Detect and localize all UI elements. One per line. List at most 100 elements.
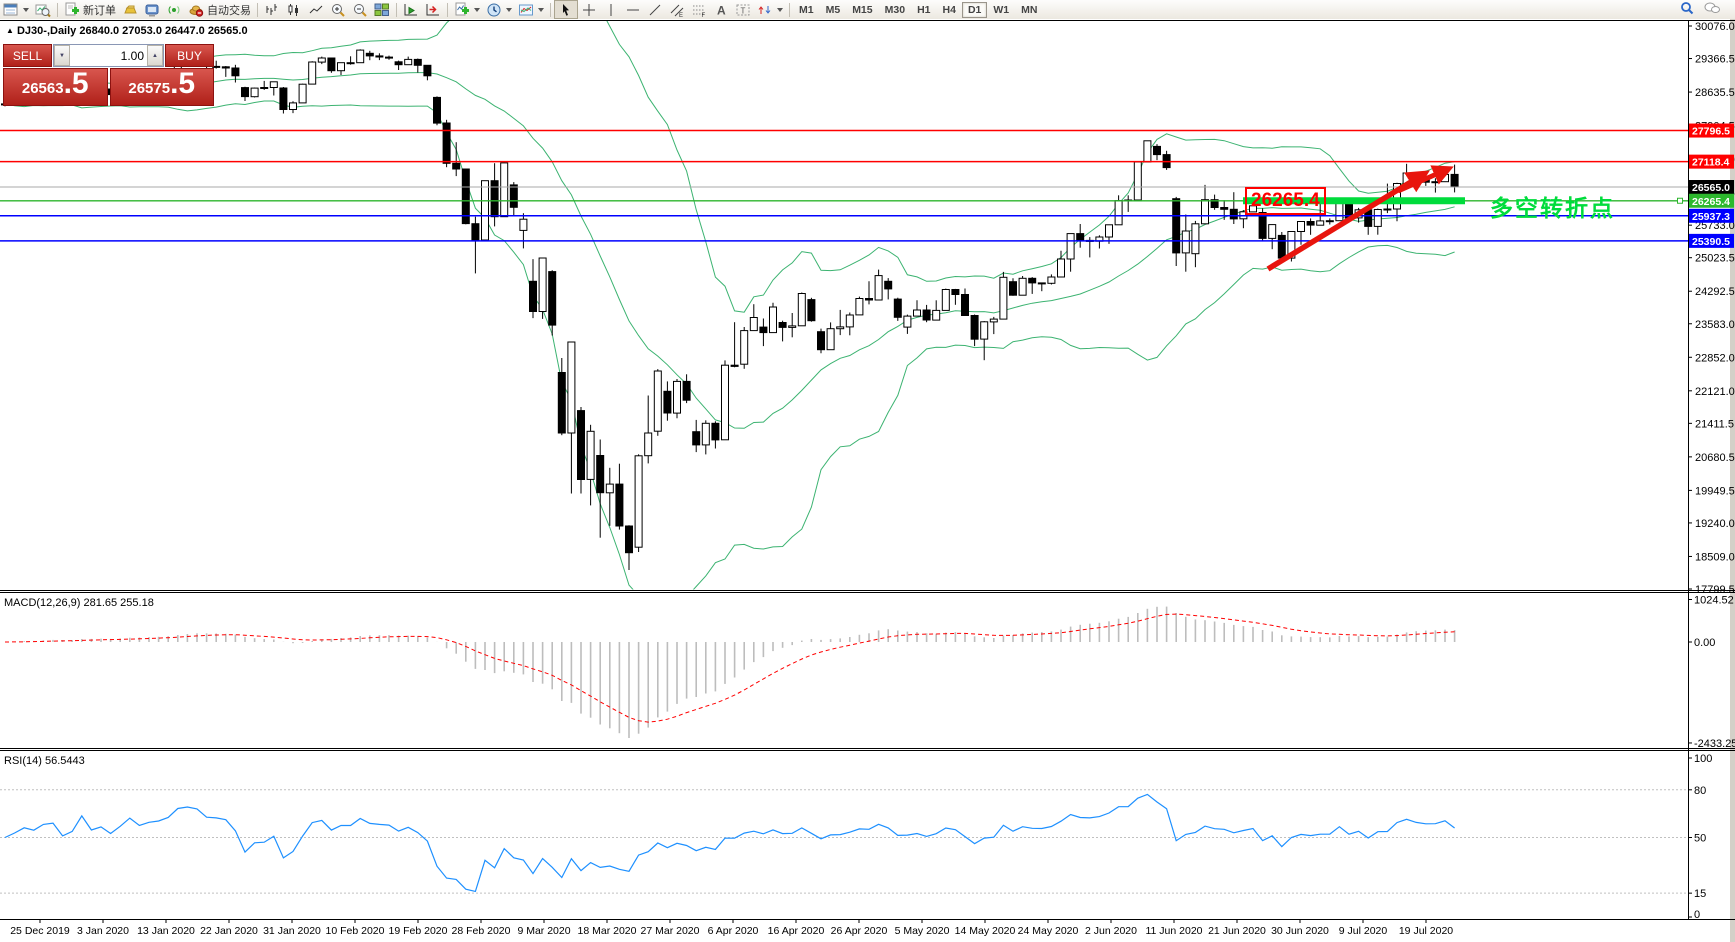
periods-button[interactable] bbox=[483, 1, 515, 18]
macd-panel[interactable] bbox=[4, 606, 1456, 738]
tf-button-h1[interactable]: H1 bbox=[917, 3, 931, 16]
buy-price-box[interactable]: 26575.5 bbox=[109, 67, 214, 106]
svg-text:100: 100 bbox=[1694, 753, 1712, 765]
rsi-line bbox=[4, 793, 1455, 893]
new-order-label: 新订单 bbox=[83, 4, 116, 17]
candles-layer bbox=[1, 49, 1459, 570]
arrows-caret[interactable] bbox=[777, 7, 783, 12]
svg-text:23583.0: 23583.0 bbox=[1695, 319, 1735, 331]
indicators-button[interactable] bbox=[451, 1, 483, 18]
fibo-letter: F bbox=[702, 13, 706, 18]
sell-price-int: 26563 bbox=[21, 80, 64, 97]
tf-button-mn[interactable]: MN bbox=[1021, 3, 1038, 16]
svg-text:14 May 2020: 14 May 2020 bbox=[955, 925, 1016, 937]
channel-tool-button[interactable]: E bbox=[666, 1, 688, 18]
candlestick-button[interactable] bbox=[283, 1, 305, 18]
svg-text:29366.5: 29366.5 bbox=[1695, 54, 1735, 66]
svg-text:25390.5: 25390.5 bbox=[1692, 236, 1730, 248]
autotrading-button[interactable]: 自动交易 bbox=[185, 1, 254, 18]
bollinger-middle-line bbox=[4, 72, 1455, 429]
market-watch-button[interactable] bbox=[0, 1, 32, 18]
text-tool-button[interactable]: A bbox=[710, 1, 732, 18]
indicators-caret[interactable] bbox=[474, 7, 480, 12]
search-icon[interactable] bbox=[1679, 0, 1695, 19]
volume-increase-button[interactable]: ▲ bbox=[147, 45, 163, 66]
svg-text:16 Apr 2020: 16 Apr 2020 bbox=[768, 925, 825, 937]
tf-button-w1[interactable]: W1 bbox=[993, 3, 1010, 16]
chat-icon[interactable] bbox=[1703, 0, 1721, 19]
svg-text:6 Apr 2020: 6 Apr 2020 bbox=[708, 925, 759, 937]
crosshair-tool-button[interactable] bbox=[578, 1, 600, 18]
axis-label-27118.4 bbox=[1689, 154, 1734, 169]
signals-icon[interactable] bbox=[163, 1, 185, 18]
fibonacci-tool-button[interactable]: F bbox=[688, 1, 710, 18]
volume-input[interactable] bbox=[70, 45, 147, 66]
macd-signal-line bbox=[4, 613, 1455, 723]
vertical-line-tool-button[interactable] bbox=[600, 1, 622, 18]
svg-text:3 Jan 2020: 3 Jan 2020 bbox=[77, 925, 129, 937]
svg-text:22121.0: 22121.0 bbox=[1695, 386, 1735, 398]
tf-button-m15[interactable]: M15 bbox=[852, 3, 873, 16]
buy-price-dec: .5 bbox=[170, 67, 196, 100]
collapse-triangle-icon[interactable]: ▲ bbox=[6, 26, 14, 35]
svg-text:24292.5: 24292.5 bbox=[1695, 286, 1735, 298]
price-annotation-flag[interactable]: 26265.4 bbox=[1245, 187, 1326, 215]
chart-preview-button[interactable] bbox=[32, 1, 54, 18]
svg-text:28635.5: 28635.5 bbox=[1695, 87, 1735, 99]
svg-text:18509.0: 18509.0 bbox=[1695, 551, 1735, 563]
templates-button[interactable] bbox=[515, 1, 547, 18]
volume-spinner: ▼ ▲ bbox=[53, 44, 164, 67]
bollinger-upper-line bbox=[4, 21, 1455, 313]
volume-decrease-button[interactable]: ▼ bbox=[54, 45, 70, 66]
svg-text:19949.5: 19949.5 bbox=[1695, 485, 1735, 497]
line-chart-button[interactable] bbox=[305, 1, 327, 18]
bar-chart-button[interactable] bbox=[261, 1, 283, 18]
sell-button[interactable]: SELL bbox=[3, 44, 52, 67]
sell-price-box[interactable]: 26563.5 bbox=[3, 68, 108, 106]
svg-text:18 Mar 2020: 18 Mar 2020 bbox=[578, 925, 637, 937]
rsi-panel[interactable] bbox=[0, 789, 1688, 894]
turning-point-text[interactable]: 多空转折点 bbox=[1490, 195, 1615, 221]
svg-text:25733.0: 25733.0 bbox=[1695, 220, 1735, 232]
svg-text:50: 50 bbox=[1694, 833, 1706, 845]
time-axis[interactable]: 25 Dec 2019 3 Jan 2020 13 Jan 2020 22 Jan 2… bbox=[10, 919, 1453, 938]
label-letter: T bbox=[741, 6, 746, 15]
tf-button-m1[interactable]: M1 bbox=[799, 3, 814, 16]
buy-price-int: 26575 bbox=[128, 80, 171, 97]
new-order-button[interactable]: 新订单 bbox=[61, 1, 119, 18]
zoom-out-button[interactable] bbox=[349, 1, 371, 18]
tf-button-m30[interactable]: M30 bbox=[884, 3, 906, 16]
trend-arrow-2[interactable] bbox=[1396, 165, 1454, 194]
tf-button-d1[interactable]: D1 bbox=[961, 1, 988, 18]
price-axis[interactable]: 30076.029366.528635.527904.527174.026443… bbox=[1688, 21, 1735, 921]
svg-text:25937.3: 25937.3 bbox=[1692, 211, 1730, 223]
buy-button[interactable]: BUY bbox=[165, 44, 214, 67]
templates-caret[interactable] bbox=[538, 7, 544, 12]
text-label-tool-button[interactable]: T bbox=[732, 1, 754, 18]
cursor-tool-button[interactable] bbox=[554, 0, 578, 19]
trendline-handle[interactable] bbox=[1677, 197, 1683, 204]
main-chart-panel[interactable] bbox=[0, 0, 1688, 605]
trendline-tool-button[interactable] bbox=[644, 1, 666, 18]
deposit-icon[interactable] bbox=[119, 1, 141, 18]
tile-windows-button[interactable] bbox=[371, 1, 393, 18]
svg-text:-2433.25: -2433.25 bbox=[1694, 738, 1735, 750]
auto-scroll-button[interactable] bbox=[400, 1, 422, 18]
toolbar: 新订单 自动交易 E F A T M1 M5 M15 M30 H1 bbox=[0, 0, 1735, 19]
tf-button-m5[interactable]: M5 bbox=[825, 3, 841, 16]
chart-shift-button[interactable] bbox=[422, 1, 444, 18]
sell-price-dec: .5 bbox=[63, 67, 89, 100]
channel-letter: E bbox=[679, 13, 683, 18]
periods-caret[interactable] bbox=[506, 7, 512, 12]
axis-label-26565.0 bbox=[1689, 180, 1734, 195]
zoom-in-button[interactable] bbox=[327, 1, 349, 18]
tf-button-h4[interactable]: H4 bbox=[942, 3, 956, 16]
svg-text:25023.5: 25023.5 bbox=[1695, 253, 1735, 265]
window-right-strip bbox=[1730, 19, 1735, 942]
arrows-tool-button[interactable] bbox=[754, 1, 786, 18]
svg-text:30076.0: 30076.0 bbox=[1695, 21, 1735, 33]
horizontal-line-tool-button[interactable] bbox=[622, 1, 644, 18]
market-watch-caret[interactable] bbox=[23, 7, 29, 12]
mql-community-icon[interactable] bbox=[141, 1, 163, 18]
